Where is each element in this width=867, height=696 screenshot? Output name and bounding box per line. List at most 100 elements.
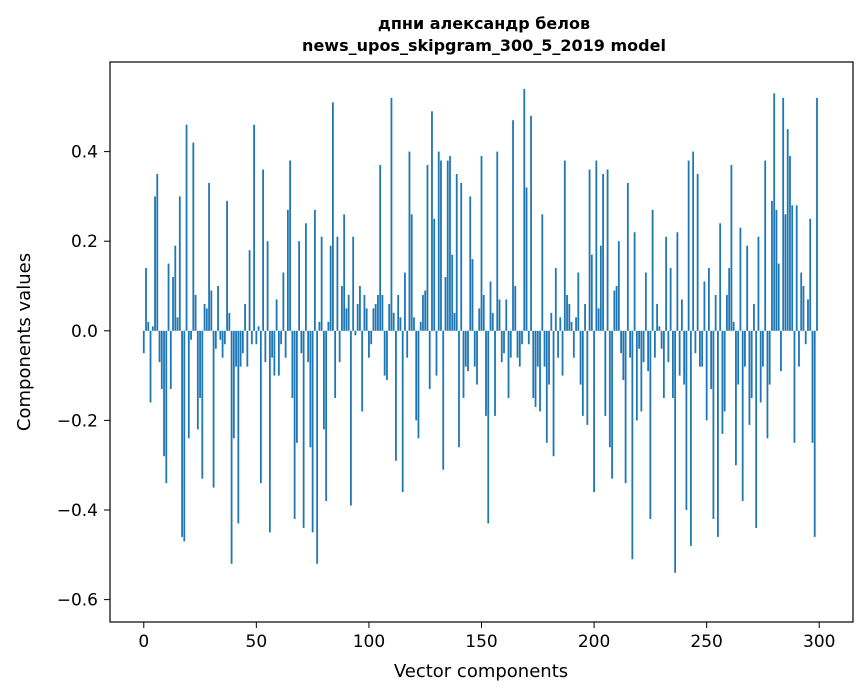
bar: [714, 294, 717, 331]
bar: [183, 330, 186, 542]
bar: [732, 321, 735, 331]
y-tick-label: 0.4: [71, 143, 98, 163]
bar: [710, 330, 713, 390]
bar: [559, 317, 562, 331]
bar: [235, 330, 237, 367]
bar: [642, 330, 645, 363]
bar: [264, 330, 267, 363]
bar: [311, 330, 314, 533]
bar: [259, 330, 262, 484]
bar: [568, 303, 571, 331]
bar: [674, 330, 677, 573]
bar: [322, 330, 325, 430]
bar: [491, 312, 494, 331]
bar: [487, 330, 490, 524]
bar: [500, 330, 503, 363]
bar: [383, 330, 386, 376]
bar: [142, 330, 145, 354]
bar: [662, 330, 665, 398]
bar: [473, 330, 476, 367]
bar: [336, 236, 339, 331]
bar: [435, 330, 438, 376]
bar: [669, 268, 672, 331]
bar: [795, 205, 798, 331]
bar: [593, 330, 595, 493]
bar: [176, 317, 179, 331]
bar: [169, 330, 172, 390]
bar: [446, 160, 449, 331]
bar: [404, 272, 406, 331]
bar: [363, 294, 366, 331]
chart-title-line2: news_upos_skipgram_300_5_2019 model: [302, 36, 666, 55]
bar: [253, 124, 255, 331]
bar: [766, 330, 769, 439]
bar: [422, 294, 424, 331]
bar: [298, 241, 301, 331]
bar: [406, 330, 409, 358]
bar: [325, 330, 328, 502]
bar: [372, 308, 375, 331]
bar: [680, 299, 683, 331]
bar: [320, 236, 323, 331]
bar: [444, 277, 447, 331]
bar: [464, 330, 467, 367]
bar: [581, 330, 584, 416]
bar: [460, 182, 463, 331]
bar: [496, 151, 499, 331]
bar: [237, 330, 240, 524]
bar: [268, 330, 271, 533]
bar: [370, 330, 373, 345]
bar: [584, 303, 586, 331]
bar: [590, 254, 593, 331]
bar: [604, 330, 607, 416]
bar: [741, 330, 744, 502]
bar: [597, 308, 600, 331]
bar: [480, 156, 483, 331]
y-tick-label: 0.0: [71, 322, 98, 342]
bar: [230, 330, 233, 564]
bar: [167, 263, 170, 331]
bar: [228, 312, 231, 331]
bar: [318, 321, 321, 331]
bar: [302, 330, 305, 528]
bar: [651, 209, 654, 331]
bar: [388, 303, 391, 331]
bar: [762, 330, 764, 367]
bar: [313, 209, 316, 331]
bar: [671, 330, 674, 398]
bar: [482, 294, 485, 331]
bar: [262, 169, 264, 331]
bar: [381, 294, 384, 331]
bar-series: [142, 88, 818, 573]
bar: [705, 330, 708, 421]
bar: [289, 160, 292, 331]
bar: [577, 272, 580, 331]
bar: [708, 268, 710, 331]
bar: [257, 326, 260, 331]
bar: [284, 330, 287, 358]
bar: [759, 330, 762, 403]
bar: [717, 330, 719, 537]
bar: [737, 330, 740, 385]
bar: [554, 268, 557, 331]
bar: [424, 290, 427, 331]
bar: [494, 330, 496, 416]
bar: [291, 330, 294, 398]
bar: [194, 294, 197, 331]
bar: [172, 277, 174, 331]
bar: [280, 330, 283, 345]
bar: [503, 330, 505, 354]
bar: [187, 330, 190, 439]
bar: [599, 245, 602, 331]
bar: [771, 200, 773, 331]
bar: [217, 286, 219, 331]
bar: [753, 303, 755, 331]
bar: [764, 160, 767, 331]
bar: [392, 312, 395, 331]
bar: [699, 330, 701, 367]
bar: [415, 330, 418, 421]
bar: [205, 308, 208, 331]
bar: [282, 272, 285, 331]
bar: [419, 321, 422, 331]
bar: [516, 330, 519, 358]
